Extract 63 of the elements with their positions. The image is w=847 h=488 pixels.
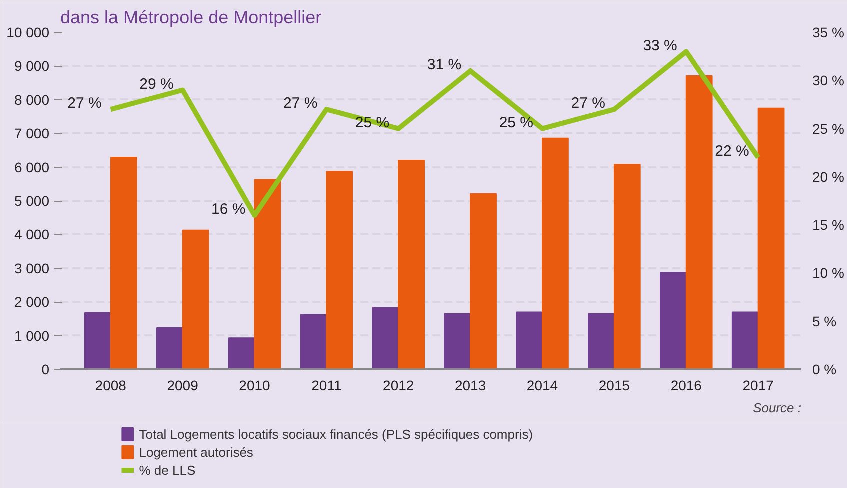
data-label: 27 % (571, 95, 606, 112)
y-tick-label: 10 000 (6, 24, 50, 40)
data-label: 31 % (427, 56, 462, 74)
y-tick-label: 6 000 (14, 159, 50, 176)
bar (156, 328, 184, 370)
y2-tick-label: 30 % (812, 72, 844, 89)
bar (614, 164, 641, 370)
bar (300, 314, 328, 370)
data-label: 27 % (283, 95, 318, 112)
bar (254, 179, 282, 370)
bar (588, 313, 615, 370)
y2-tick-label: 20 % (812, 168, 844, 185)
bar (84, 312, 112, 370)
y-tick-label: 4 000 (14, 226, 50, 243)
bar (686, 75, 713, 370)
y2-tick-label: 0 % (812, 362, 837, 378)
y-tick-label: 8 000 (14, 92, 50, 108)
bar (326, 171, 354, 370)
bar (444, 313, 472, 370)
x-tick-label: 2008 (95, 378, 127, 394)
y2-tick-label: 5 % (812, 313, 837, 330)
data-label: 25 % (499, 114, 534, 132)
y-tick-label: 9 000 (14, 58, 50, 74)
y2-tick-label: 10 % (812, 265, 844, 282)
bar (110, 157, 138, 370)
y-tick-label: 1 000 (14, 328, 50, 344)
x-tick-label: 2011 (312, 378, 342, 394)
bar (732, 312, 759, 370)
y-tick-label: 2 000 (14, 294, 50, 310)
y2-tick-label: 15 % (812, 217, 844, 234)
y-tick-label: 0 (42, 362, 50, 378)
bar (182, 230, 210, 370)
chart-title: dans la Métropole de Montpellier (60, 8, 322, 28)
y2-tick-label: 25 % (812, 120, 844, 137)
legend-label: % de LLS (139, 463, 196, 478)
legend-label: Total Logements locatifs sociaux financés (PLS spécifiques compris) (139, 427, 534, 442)
y2-tick-label: 35 % (812, 24, 844, 40)
x-tick-label: 2010 (239, 378, 271, 394)
data-label: 27 % (68, 95, 102, 112)
x-tick-label: 2016 (670, 378, 702, 394)
bar (660, 272, 687, 370)
x-tick-label: 2009 (167, 378, 199, 394)
bar (228, 338, 256, 370)
bar (516, 312, 544, 370)
bar (470, 193, 497, 370)
legend-label: Logement autorisés (139, 445, 254, 460)
y-tick-label: 7 000 (14, 126, 50, 142)
y-tick-label: 5 000 (14, 193, 50, 209)
x-tick-label: 2013 (454, 378, 486, 394)
data-label: 33 % (643, 37, 678, 54)
data-label: 22 % (715, 143, 750, 160)
data-label: 16 % (212, 200, 246, 218)
x-tick-label: 2015 (598, 378, 630, 394)
x-tick-label: 2012 (383, 378, 414, 394)
data-label: 29 % (140, 76, 174, 93)
y-tick-label: 3 000 (14, 260, 50, 276)
bar (542, 138, 569, 370)
source-note: Source : (753, 400, 802, 416)
x-tick-label: 2014 (526, 378, 558, 394)
bar (372, 307, 400, 370)
bar (398, 160, 426, 370)
x-tick-label: 2017 (742, 378, 774, 394)
bar (758, 108, 785, 370)
